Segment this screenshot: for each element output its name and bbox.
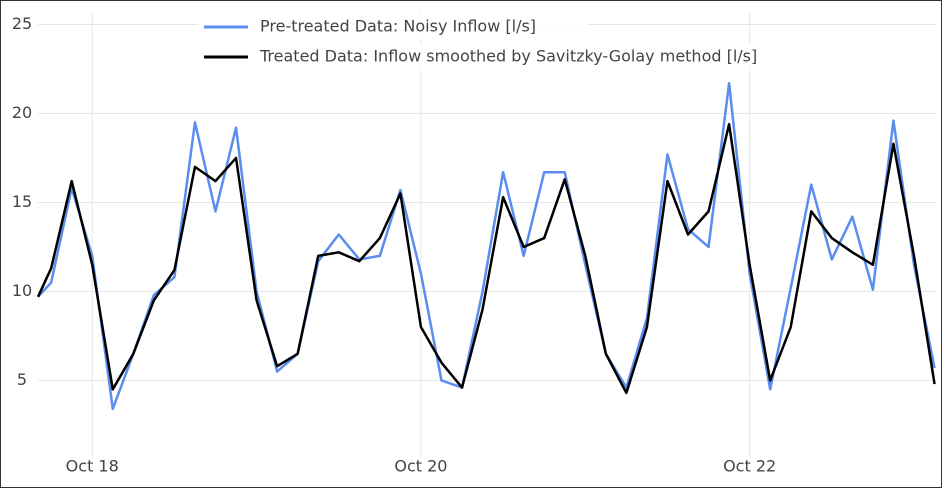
- series-line: [37, 81, 936, 411]
- x-tick-label: Oct 20: [394, 457, 447, 476]
- y-tick-label: 15: [12, 192, 32, 211]
- y-tick-label: 10: [12, 281, 32, 300]
- legend-label: Pre-treated Data: Noisy Inflow [l/s]: [260, 17, 536, 36]
- x-tick-label: Oct 22: [723, 457, 776, 476]
- series-line: [36, 122, 936, 395]
- legend-background: [198, 14, 588, 40]
- legend-background: [198, 44, 798, 70]
- x-tick-label: Oct 18: [66, 457, 119, 476]
- y-tick-label: 5: [17, 370, 27, 389]
- y-tick-label: 20: [12, 103, 32, 122]
- legend-label: Treated Data: Inflow smoothed by Savitzk…: [259, 47, 757, 66]
- y-tick-label: 25: [12, 14, 32, 33]
